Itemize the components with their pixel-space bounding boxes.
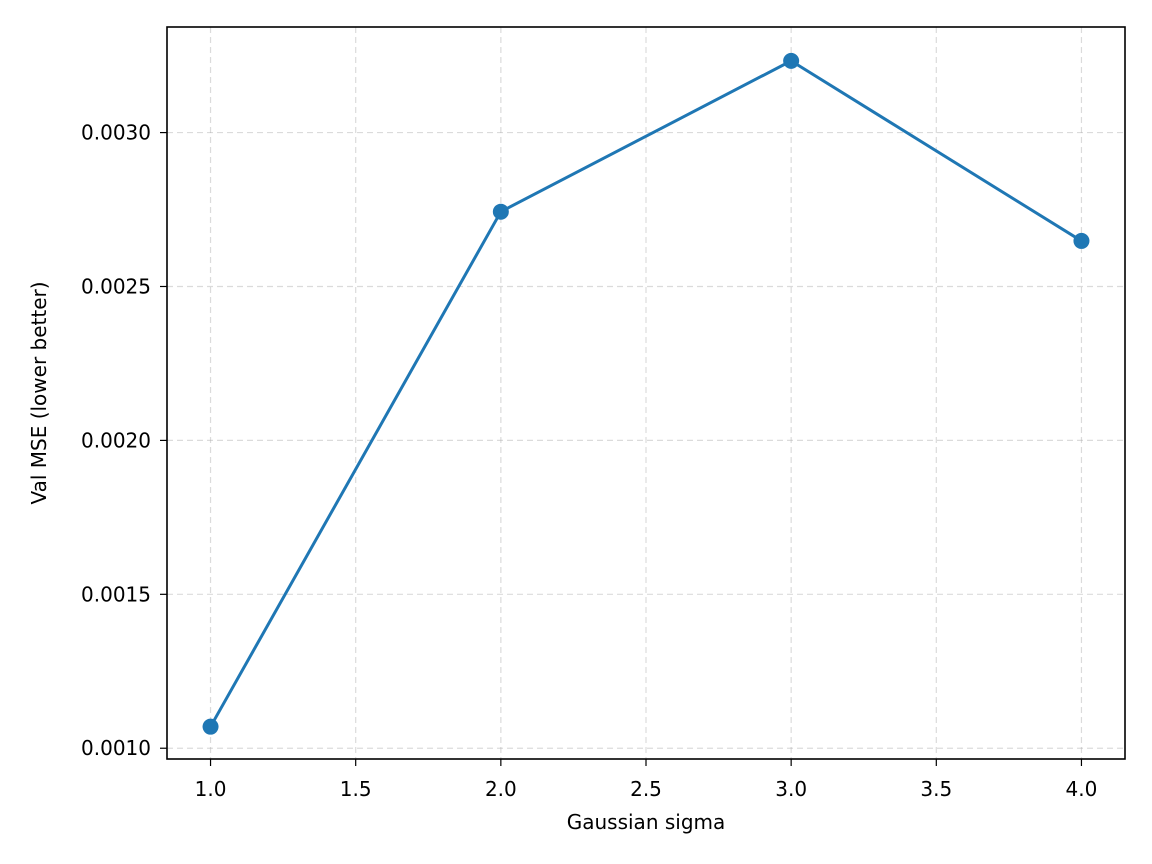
- series-layer: [202, 52, 1090, 735]
- y-tick-label: 0.0015: [81, 582, 151, 606]
- y-tick-label: 0.0030: [81, 121, 151, 145]
- x-tick-label: 3.5: [920, 777, 952, 801]
- data-point: [1073, 232, 1090, 249]
- x-tick-label: 3.0: [775, 777, 807, 801]
- x-tick-label: 4.0: [1066, 777, 1098, 801]
- data-point: [492, 203, 509, 220]
- y-tick-label: 0.0020: [81, 428, 151, 452]
- x-tick-label: 2.5: [630, 777, 662, 801]
- x-tick-label: 1.5: [340, 777, 372, 801]
- y-tick-label: 0.0025: [81, 274, 151, 298]
- series-line: [209, 59, 1083, 728]
- x-axis: 1.0 1.5 2.0 2.5 3.0 3.5 4.0: [195, 759, 1098, 801]
- y-axis-title: Val MSE (lower better): [27, 281, 51, 504]
- grid: [167, 27, 1125, 759]
- x-tick-label: 2.0: [485, 777, 517, 801]
- x-tick-label: 1.0: [195, 777, 227, 801]
- y-axis: 0.0010 0.0015 0.0020 0.0025 0.0030: [81, 121, 167, 760]
- data-point: [202, 718, 219, 735]
- y-tick-label: 0.0010: [81, 736, 151, 760]
- x-axis-title: Gaussian sigma: [567, 810, 726, 834]
- data-point: [783, 52, 800, 69]
